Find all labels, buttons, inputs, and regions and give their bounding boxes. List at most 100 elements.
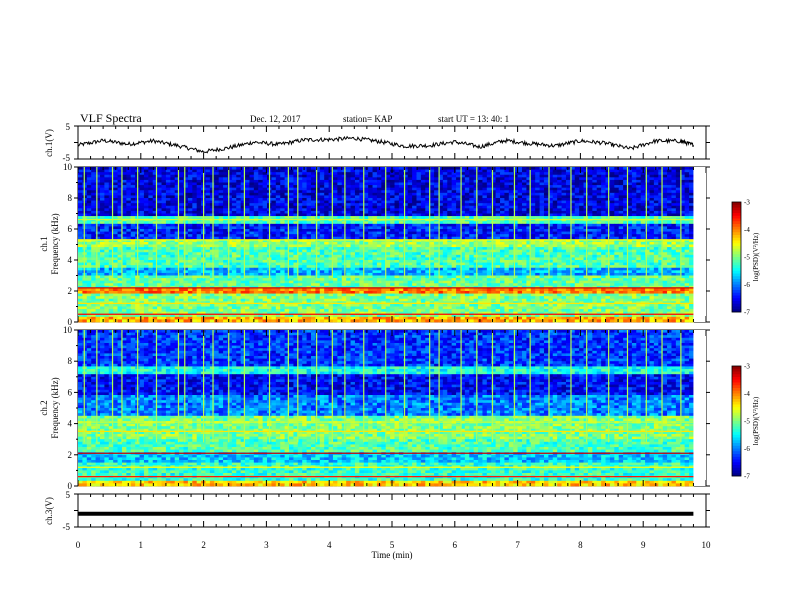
spectrogram-cell <box>460 247 466 251</box>
spectrogram-cell <box>530 210 536 214</box>
spectrogram-cell <box>157 182 162 186</box>
spectrogram-cell <box>302 203 307 207</box>
spectrogram-cell <box>289 172 294 176</box>
spectrogram-cell <box>579 200 584 204</box>
spectrogram-cell <box>341 200 347 204</box>
spectrogram-cell <box>143 195 149 199</box>
spectrogram-cell <box>513 231 518 235</box>
spectrogram-cell <box>416 252 422 256</box>
spectrogram-cell <box>359 200 365 204</box>
spectrogram-cell <box>139 198 145 201</box>
spectrogram-cell <box>486 182 492 186</box>
spectrogram-cell <box>108 195 114 199</box>
spectrogram-cell <box>640 236 646 240</box>
spectrogram-cell <box>434 223 439 227</box>
spectrogram-cell <box>689 198 694 201</box>
spectrogram-cell <box>522 198 527 201</box>
spectrogram-cell <box>403 247 409 251</box>
spectrogram-cell <box>196 234 202 238</box>
spectrogram-cell <box>126 244 132 248</box>
spectrogram-cell <box>209 177 215 181</box>
spectrogram-cell <box>258 252 264 256</box>
spectrogram-cell <box>416 185 422 189</box>
spectrogram-cell <box>289 179 294 183</box>
spectrogram-cell <box>302 205 307 209</box>
spectrogram-cell <box>117 169 123 173</box>
spectrogram-cell <box>280 205 286 209</box>
spectrogram-cell <box>328 205 334 209</box>
spectrogram-cell <box>341 252 347 256</box>
spectrogram-cell <box>504 208 510 212</box>
spectrogram-cell <box>262 174 268 178</box>
spectrogram-cell <box>253 177 259 181</box>
spectrogram-cell <box>601 213 606 217</box>
spectrogram-cell <box>429 216 435 220</box>
spectrogram-cell <box>601 185 606 189</box>
spectrogram-cell <box>376 247 382 251</box>
spectrogram-cell <box>117 216 123 220</box>
spectrogram-cell <box>227 252 233 256</box>
spectrogram-cell <box>653 205 659 209</box>
spectrogram-cell <box>631 234 637 238</box>
spectrogram-cell <box>240 210 246 214</box>
spectrogram-cell <box>258 223 264 227</box>
spectrogram-cell <box>108 226 114 230</box>
spectrogram-cell <box>667 249 672 253</box>
spectrogram-cell <box>548 221 554 225</box>
spectrogram-cell <box>609 179 615 183</box>
spectrogram-cell <box>390 241 395 245</box>
spectrogram-cell <box>117 234 123 238</box>
spectrogram-cell <box>601 226 606 230</box>
spectrogram-cell <box>337 205 343 209</box>
spectrogram-cell <box>667 208 672 212</box>
spectrogram-cell <box>293 172 299 176</box>
spectrogram-cell <box>192 205 198 209</box>
spectrogram-cell <box>394 231 400 235</box>
spectrogram-cell <box>152 195 158 199</box>
spectrogram-cell <box>126 179 132 183</box>
spectrogram-cell <box>565 216 571 220</box>
spectrogram-cell <box>179 223 184 227</box>
spectrogram-cell <box>319 231 325 235</box>
spectrogram-cell <box>460 234 466 238</box>
spectrogram-cell <box>165 247 171 251</box>
spectrogram-cell <box>78 223 83 227</box>
spectrogram-cell <box>416 234 422 238</box>
spectrogram-cell <box>535 229 540 232</box>
spectrogram-cell <box>363 254 369 258</box>
spectrogram-cell <box>284 192 290 196</box>
spectrogram-cell <box>684 210 690 214</box>
spectrogram-cell <box>407 167 413 170</box>
spectrogram-cell <box>482 182 488 186</box>
spectrogram-cell <box>491 241 497 245</box>
spectrogram-cell <box>548 167 554 170</box>
spectrogram-cell <box>143 198 149 201</box>
spectrogram-cell <box>526 221 532 225</box>
spectrogram-cell <box>460 174 466 178</box>
spectrogram-cell <box>609 244 615 248</box>
spectrogram-cell <box>143 192 149 196</box>
spectrogram-cell <box>258 234 264 238</box>
spectrogram-cell <box>574 236 580 240</box>
spectrogram-cell <box>631 172 637 176</box>
spectrogram-cell <box>583 198 589 201</box>
spectrogram-cell <box>324 185 329 189</box>
spectrogram-cell <box>223 231 228 235</box>
spectrogram-cell <box>253 234 259 238</box>
spectrogram-cell <box>425 226 431 230</box>
spectrogram-cell <box>337 179 343 183</box>
spectrogram-cell <box>605 169 611 173</box>
spectrogram-cell <box>618 205 624 209</box>
spectrogram-cell <box>522 179 527 183</box>
spectrogram-cell <box>328 249 334 253</box>
spectrogram-cell <box>517 254 523 258</box>
spectrogram-cell <box>609 252 615 256</box>
spectrogram-cell <box>482 254 488 258</box>
spectrogram-cell <box>504 241 510 245</box>
spectrogram-cell <box>614 223 620 227</box>
spectrogram-cell <box>627 247 633 251</box>
spectrogram-cell <box>363 200 369 204</box>
spectrogram-cell <box>245 187 250 191</box>
station-label: station= KAP <box>343 114 392 124</box>
spectrogram-cell <box>174 172 180 176</box>
